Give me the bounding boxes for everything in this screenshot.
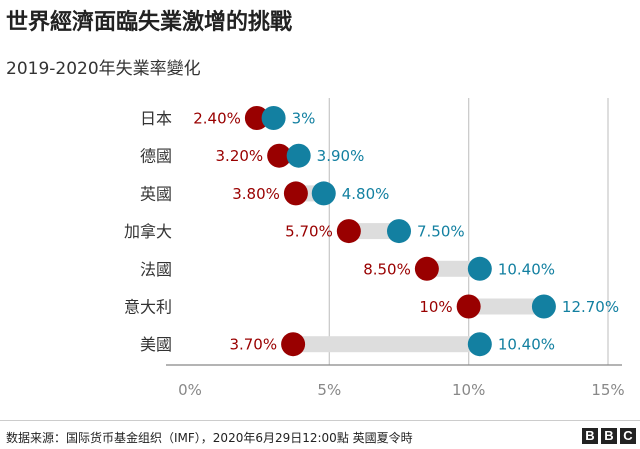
data-rows: 日本 2.40% 3% 德國 3.20% 3.90% 英國 3.80% 4.80% 加拿大 5.70…	[124, 106, 619, 357]
bbc-logo-letter: B	[582, 428, 598, 444]
dumbbell-chart: 0% 5% 10% 15% 日本 2.40% 3% 德國 3.20% 3.90% 英國 3.80% 4…	[124, 98, 625, 399]
value-label-2019: 2.40%	[193, 110, 241, 128]
value-label-2019: 3.20%	[216, 147, 264, 165]
value-label-2019: 3.80%	[232, 185, 280, 203]
point-2019	[267, 143, 292, 168]
range-connector	[293, 336, 480, 353]
value-label-2020: 12.70%	[562, 298, 619, 316]
chart-subtitle: 2019-2020年失業率變化	[6, 59, 201, 79]
category-label: 加拿大	[124, 222, 172, 241]
gridlines	[328, 98, 609, 365]
value-label-2020: 10.40%	[498, 260, 555, 278]
category-label: 意大利	[124, 298, 172, 317]
dumbbell-row: 英國 3.80% 4.80%	[140, 181, 390, 206]
x-axis: 0% 5% 10% 15%	[166, 364, 625, 399]
source-note: 数据来源：国际货币基金组织（IMF），2020年6月29日12:00點 英國夏令…	[6, 431, 413, 445]
footer-divider	[0, 420, 640, 421]
point-2020	[467, 332, 492, 357]
range-connector	[348, 223, 399, 240]
chart-title: 世界經濟面臨失業激增的挑戰	[6, 10, 293, 35]
x-tick-label: 0%	[178, 381, 202, 399]
dumbbell-row: 美國 3.70% 10.40%	[140, 332, 555, 357]
point-2020	[261, 106, 286, 130]
dumbbell-row: 加拿大 5.70% 7.50%	[124, 219, 465, 244]
value-label-2020: 3%	[292, 110, 316, 128]
bbc-logo-letter: C	[620, 428, 636, 444]
category-label: 英國	[140, 184, 172, 203]
x-tick-label: 5%	[317, 381, 341, 399]
category-label: 日本	[140, 109, 172, 128]
point-2020	[286, 143, 311, 168]
point-2019	[336, 219, 361, 244]
value-label-2019: 8.50%	[363, 260, 411, 278]
point-2020	[467, 256, 492, 281]
category-label: 法國	[140, 260, 172, 279]
point-2019	[414, 256, 439, 281]
value-label-2019: 5.70%	[285, 223, 333, 241]
range-connector	[426, 260, 480, 277]
point-2019	[456, 294, 481, 319]
value-label-2020: 4.80%	[342, 185, 390, 203]
value-label-2020: 7.50%	[417, 223, 465, 241]
dumbbell-row: 日本 2.40% 3%	[140, 106, 315, 130]
x-tick-label: 15%	[591, 381, 624, 399]
dumbbell-row: 德國 3.20% 3.90%	[140, 143, 365, 168]
dumbbell-row: 法國 8.50% 10.40%	[140, 256, 555, 281]
category-label: 美國	[140, 335, 172, 354]
bbc-logo-letter: B	[601, 428, 617, 444]
point-2020	[387, 219, 411, 244]
point-2019	[244, 106, 269, 130]
point-2020	[531, 294, 556, 319]
point-2019	[281, 332, 306, 357]
point-2019	[283, 181, 308, 206]
category-label: 德國	[140, 147, 172, 166]
bbc-logo: B B C	[582, 428, 636, 444]
x-tick-label: 10%	[452, 381, 485, 399]
range-connector	[468, 298, 544, 315]
value-label-2019: 10%	[419, 298, 452, 316]
dumbbell-row: 意大利 10% 12.70%	[124, 294, 619, 319]
point-2020	[311, 181, 336, 206]
value-label-2019: 3.70%	[229, 336, 277, 354]
value-label-2020: 3.90%	[317, 147, 365, 165]
value-label-2020: 10.40%	[498, 336, 555, 354]
